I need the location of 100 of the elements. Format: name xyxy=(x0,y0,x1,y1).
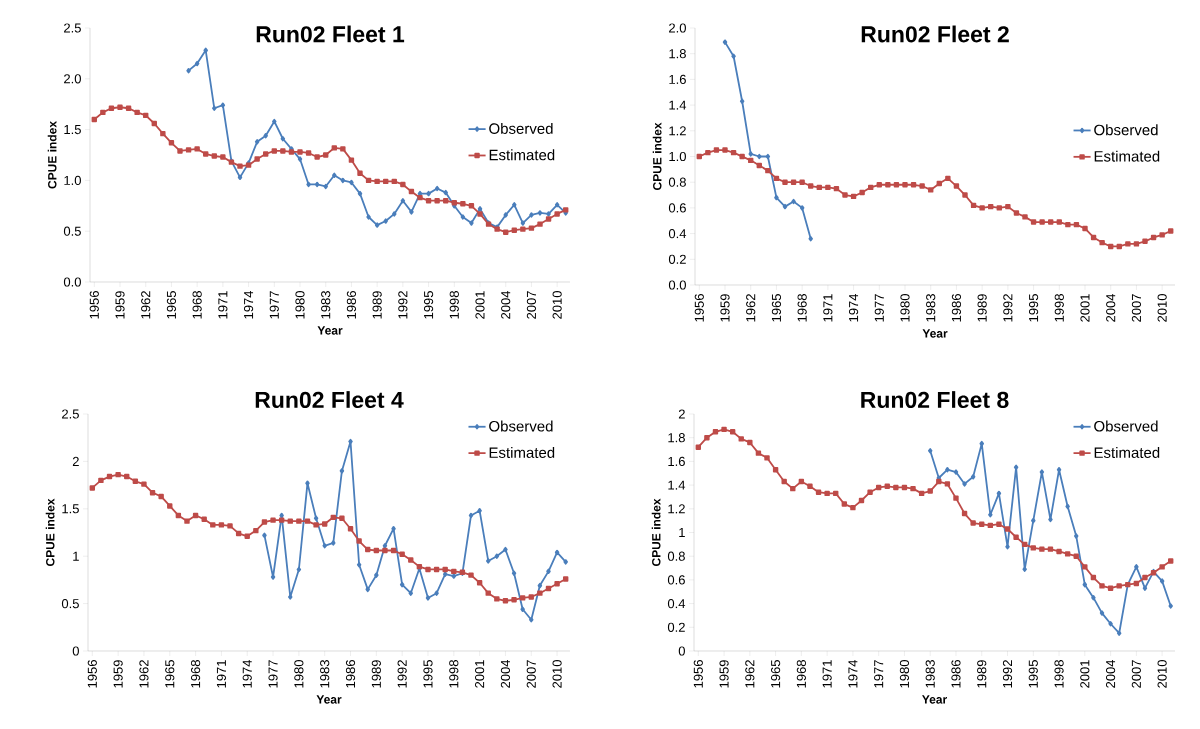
x-tick-label: 1959 xyxy=(115,291,125,319)
x-tick-label: 1980 xyxy=(295,291,305,319)
y-tick-label: 1 xyxy=(679,528,685,537)
x-tick-label: 1962 xyxy=(745,660,755,688)
x-tick-label: 2001 xyxy=(475,291,485,319)
x-tick-label: 2004 xyxy=(1106,293,1116,322)
x-tick-label: 1995 xyxy=(423,291,434,319)
x-tick-label: 1971 xyxy=(216,660,227,688)
x-tick-label: 1959 xyxy=(720,294,730,322)
x-tick-label: 1983 xyxy=(925,660,935,688)
y-axis-title: CPUE index xyxy=(47,121,57,189)
y-tick-label: 0.5 xyxy=(61,599,79,609)
x-tick-label: 1965 xyxy=(771,660,781,688)
legend-label: Observed xyxy=(1094,420,1158,432)
x-tick-label: 1971 xyxy=(218,291,228,319)
y-tick-label: 0.0 xyxy=(63,277,81,287)
x-tick-label: 2001 xyxy=(1080,294,1090,322)
y-tick-label: 2.0 xyxy=(64,74,81,84)
x-tick-label: 1977 xyxy=(874,660,884,688)
x-tick-label: 2004 xyxy=(1105,659,1116,688)
chart-title: Run02 Fleet 8 xyxy=(861,391,1009,409)
chart-title: Run02 Fleet 4 xyxy=(255,391,404,409)
x-tick-label: 1956 xyxy=(693,660,703,688)
x-tick-label: 1986 xyxy=(951,660,961,688)
legend-label: Estimated xyxy=(489,149,555,161)
x-tick-label: 1998 xyxy=(449,660,459,688)
x-tick-label: 1998 xyxy=(449,291,459,319)
y-tick-label: 1.2 xyxy=(668,504,685,514)
x-tick-label: 1995 xyxy=(1028,660,1038,688)
x-tick-label: 1998 xyxy=(1054,294,1064,322)
y-tick-label: 2 xyxy=(72,456,79,466)
x-tick-label: 2010 xyxy=(1157,294,1167,322)
y-tick-label: 1 xyxy=(73,551,79,561)
legend-label: Estimated xyxy=(1094,150,1160,162)
y-tick-label: 0.4 xyxy=(668,228,687,239)
x-axis-title: Year xyxy=(922,695,947,704)
x-tick-label: 2010 xyxy=(1157,660,1167,688)
x-tick-label: 1983 xyxy=(321,291,331,319)
legend-label: Estimated xyxy=(1094,446,1160,458)
y-tick-label: 0.0 xyxy=(668,280,686,290)
x-tick-label: 1968 xyxy=(797,294,807,322)
x-tick-label: 2010 xyxy=(552,660,562,688)
y-tick-label: 2.5 xyxy=(62,409,79,419)
y-tick-label: 2.5 xyxy=(64,23,81,33)
y-tick-label: 1.5 xyxy=(64,125,81,135)
x-tick-label: 1977 xyxy=(269,291,279,319)
x-tick-label: 1983 xyxy=(926,294,936,322)
x-tick-label: 1992 xyxy=(397,660,407,688)
y-tick-label: 0.2 xyxy=(667,622,685,632)
y-tick-label: 0 xyxy=(678,646,685,656)
x-tick-label: 1998 xyxy=(1054,660,1064,688)
x-tick-label: 2007 xyxy=(1131,660,1141,688)
y-tick-label: 0.6 xyxy=(667,575,685,585)
legend-label: Observed xyxy=(1094,124,1158,136)
x-tick-label: 1965 xyxy=(165,660,175,688)
x-tick-label: 1995 xyxy=(1028,294,1039,322)
x-tick-label: 1956 xyxy=(694,294,704,322)
y-axis-title: CPUE index xyxy=(652,122,662,191)
y-tick-label: 0 xyxy=(72,646,79,656)
y-tick-label: 0.4 xyxy=(667,599,686,609)
x-tick-label: 1992 xyxy=(1002,660,1013,688)
legend-label: Observed xyxy=(489,122,553,134)
x-tick-label: 1962 xyxy=(746,294,756,322)
x-tick-label: 1968 xyxy=(796,660,806,688)
x-tick-label: 2007 xyxy=(526,291,537,319)
y-tick-label: 0.2 xyxy=(668,254,686,264)
x-tick-label: 2010 xyxy=(552,291,562,319)
chart-title: Run02 Fleet 1 xyxy=(256,25,405,43)
x-tick-label: 1968 xyxy=(192,291,202,319)
x-tick-label: 2004 xyxy=(500,659,511,688)
x-tick-label: 1980 xyxy=(900,294,910,322)
y-tick-label: 0.5 xyxy=(63,226,81,236)
y-axis-title: CPUE index xyxy=(45,498,55,567)
x-tick-label: 2004 xyxy=(501,290,511,319)
x-tick-label: 1956 xyxy=(89,291,99,319)
x-tick-label: 1992 xyxy=(1003,294,1013,322)
x-tick-label: 1977 xyxy=(874,294,884,322)
legend-label: Estimated xyxy=(489,446,555,458)
x-tick-label: 1995 xyxy=(423,660,433,688)
x-axis-title: Year xyxy=(922,329,948,338)
x-tick-label: 1983 xyxy=(320,660,330,688)
x-tick-label: 1992 xyxy=(398,291,408,319)
y-tick-label: 1.6 xyxy=(668,456,685,466)
x-tick-label: 1989 xyxy=(372,291,382,319)
y-tick-label: 2.0 xyxy=(669,23,686,33)
x-tick-label: 1974 xyxy=(242,659,252,688)
y-tick-label: 0.6 xyxy=(668,203,686,213)
x-tick-label: 1986 xyxy=(345,660,356,688)
x-tick-label: 2001 xyxy=(475,660,485,688)
x-tick-label: 1986 xyxy=(951,294,962,322)
x-tick-label: 1989 xyxy=(977,660,987,688)
x-tick-label: 1968 xyxy=(190,660,201,688)
y-tick-label: 1.0 xyxy=(64,175,81,185)
y-tick-label: 1.2 xyxy=(669,126,686,136)
x-tick-label: 1956 xyxy=(87,660,97,688)
chart-title: Run02 Fleet 2 xyxy=(861,25,1009,43)
x-tick-label: 1971 xyxy=(822,660,832,688)
y-axis-title: CPUE index xyxy=(651,498,661,567)
x-tick-label: 2007 xyxy=(1131,294,1142,322)
x-tick-label: 1974 xyxy=(848,659,858,688)
